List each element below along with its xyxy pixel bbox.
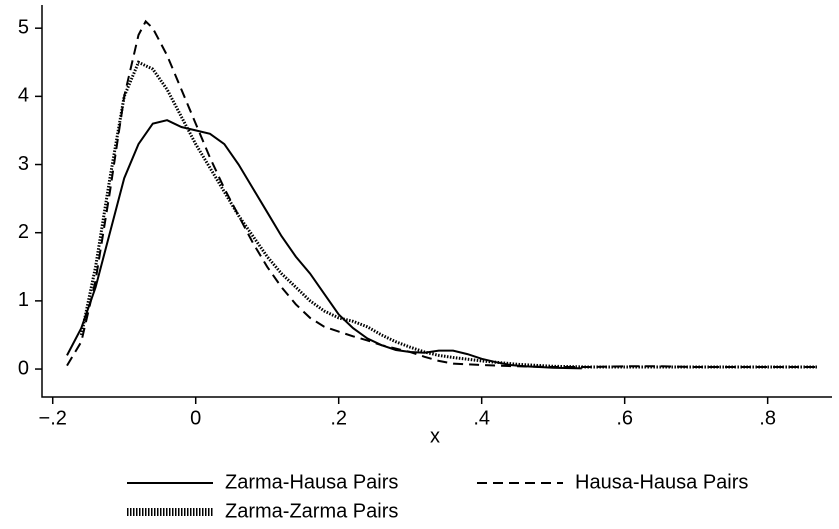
x-tick-label: .2 [330, 407, 347, 429]
y-tick-label: 0 [18, 357, 29, 379]
y-tick-label: 3 [18, 153, 29, 175]
legend-label: Hausa-Hausa Pairs [575, 471, 748, 493]
legend-label: Zarma-Zarma Pairs [225, 500, 398, 522]
legend-label: Zarma-Hausa Pairs [225, 471, 398, 493]
x-tick-label: −.2 [39, 407, 67, 429]
x-tick-label: 0 [190, 407, 201, 429]
y-tick-label: 2 [18, 221, 29, 243]
x-tick-label: .4 [473, 407, 490, 429]
x-tick-label: .6 [616, 407, 633, 429]
x-axis-label: x [430, 425, 440, 447]
density-line [66, 19, 818, 368]
axis-line [41, 5, 832, 398]
density-line [79, 60, 818, 369]
y-tick-label: 5 [18, 16, 29, 38]
y-tick-label: 4 [18, 85, 29, 107]
y-tick-label: 1 [18, 289, 29, 311]
density-line [66, 119, 582, 370]
x-tick-label: .8 [759, 407, 776, 429]
